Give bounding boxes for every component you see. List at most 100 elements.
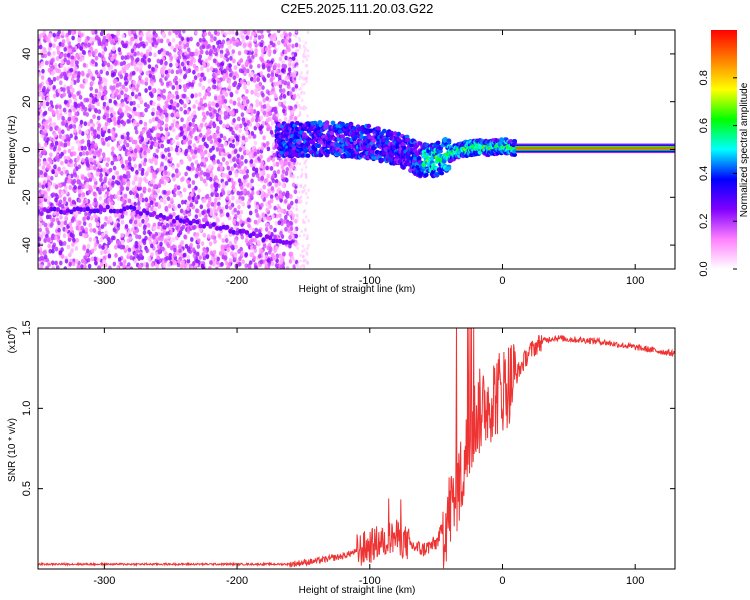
heatmap-noise-cell [103, 221, 107, 227]
heatmap-track-cell [158, 213, 163, 218]
heatmap-noise-cell [216, 159, 220, 165]
heatmap-noise-cell [306, 195, 309, 200]
heatmap-noise-cell [145, 216, 149, 222]
heatmap-noise-cell [50, 235, 55, 241]
heatmap-noise-cell [198, 227, 203, 233]
heatmap-noise-cell [186, 206, 190, 212]
heatmap-noise-cell [146, 131, 150, 137]
heatmap-track-cell [218, 226, 223, 231]
heatmap-noise-cell [82, 244, 86, 250]
heatmap-noise-cell [302, 190, 305, 194]
heatmap-noise-cell [197, 166, 202, 172]
heatmap-noise-cell [212, 58, 217, 64]
heatmap-noise-cell [298, 77, 301, 81]
heatmap-track-cell [238, 228, 243, 234]
heatmap-noise-cell [160, 236, 164, 242]
heatmap-noise-cell [55, 68, 60, 73]
heatmap-noise-cell [291, 77, 294, 81]
heatmap-noise-cell [143, 157, 148, 163]
heatmap-noise-cell [224, 204, 229, 210]
heatmap-noise-cell [210, 202, 215, 207]
heatmap-noise-cell [132, 100, 136, 106]
heatmap-noise-cell [90, 30, 95, 33]
heatmap-noise-cell [250, 190, 255, 196]
heatmap-noise-cell [43, 110, 48, 116]
heatmap-noise-cell [217, 82, 222, 88]
heatmap-noise-cell [124, 211, 129, 216]
heatmap-noise-cell [266, 73, 271, 78]
heatmap-noise-cell [132, 30, 137, 34]
heatmap-noise-cell [203, 31, 207, 37]
heatmap-noise-cell [279, 88, 283, 93]
heatmap-noise-cell [129, 41, 133, 46]
heatmap-noise-cell [186, 54, 190, 59]
heatmap-noise-cell [38, 161, 42, 167]
heatmap-noise-cell [102, 168, 107, 174]
heatmap-noise-cell [75, 225, 80, 231]
heatmap-noise-cell [91, 76, 96, 81]
heatmap-noise-cell [102, 141, 106, 146]
heatmap-noise-cell [233, 207, 237, 213]
heatmap-noise-cell [74, 135, 78, 141]
heatmap-noise-cell [291, 213, 296, 219]
heatmap-noise-cell [299, 259, 302, 263]
heatmap-noise-cell [303, 91, 306, 95]
heatmap-noise-cell [110, 129, 114, 134]
heatmap-noise-cell [150, 252, 154, 257]
heatmap-noise-cell [209, 210, 214, 216]
heatmap-noise-cell [294, 34, 298, 38]
heatmap-noise-cell [200, 152, 204, 158]
heatmap-noise-cell [259, 259, 264, 265]
heatmap-noise-cell [86, 73, 90, 78]
heatmap-noise-cell [83, 176, 88, 182]
heatmap-noise-cell [137, 205, 141, 211]
heatmap-noise-cell [45, 101, 50, 107]
heatmap-noise-cell [210, 192, 214, 198]
heatmap-noise-cell [80, 70, 85, 76]
heatmap-noise-cell [49, 100, 54, 106]
heatmap-noise-cell [87, 68, 91, 74]
heatmap-noise-cell [292, 237, 296, 241]
heatmap-noise-cell [52, 51, 56, 56]
heatmap-noise-cell [83, 121, 88, 127]
heatmap-noise-cell [275, 69, 279, 75]
heatmap-noise-cell [291, 56, 296, 62]
heatmap-noise-cell [102, 114, 107, 120]
heatmap-noise-cell [306, 233, 309, 238]
heatmap-noise-cell [157, 249, 162, 255]
heatmap-noise-cell [264, 254, 269, 260]
heatmap-noise-cell [171, 139, 176, 145]
heatmap-noise-cell [70, 248, 74, 253]
heatmap-noise-cell [163, 190, 167, 195]
heatmap-noise-cell [91, 104, 95, 110]
heatmap-noise-cell [117, 47, 122, 53]
heatmap-noise-cell [251, 172, 256, 178]
heatmap-noise-cell [162, 95, 167, 100]
heatmap-noise-cell [140, 57, 145, 63]
heatmap-noise-cell [98, 84, 103, 89]
heatmap-noise-cell [122, 121, 126, 127]
heatmap-noise-cell [296, 215, 299, 219]
heatmap-noise-cell [294, 60, 297, 64]
heatmap-noise-cell [300, 195, 303, 199]
heatmap-noise-cell [75, 210, 79, 216]
heatmap-noise-cell [262, 243, 267, 249]
heatmap-noise-cell [207, 43, 211, 49]
heatmap-noise-cell [59, 80, 63, 86]
heatmap-noise-cell [267, 117, 271, 122]
heatmap-noise-cell [82, 50, 87, 56]
heatmap-noise-cell [57, 227, 61, 233]
heatmap-noise-cell [246, 119, 251, 125]
heatmap-noise-cell [182, 187, 187, 193]
heatmap-noise-cell [214, 175, 218, 181]
heatmap-noise-cell [187, 145, 192, 150]
heatmap-noise-cell [272, 153, 276, 158]
heatmap-noise-cell [291, 71, 295, 76]
heatmap-noise-cell [207, 31, 212, 36]
heatmap-noise-cell [242, 146, 246, 151]
heatmap-noise-cell [75, 237, 80, 243]
heatmap-noise-cell [268, 181, 273, 187]
heatmap-noise-cell [63, 149, 67, 155]
heatmap-noise-cell [204, 91, 209, 97]
heatmap-noise-cell [225, 266, 230, 269]
